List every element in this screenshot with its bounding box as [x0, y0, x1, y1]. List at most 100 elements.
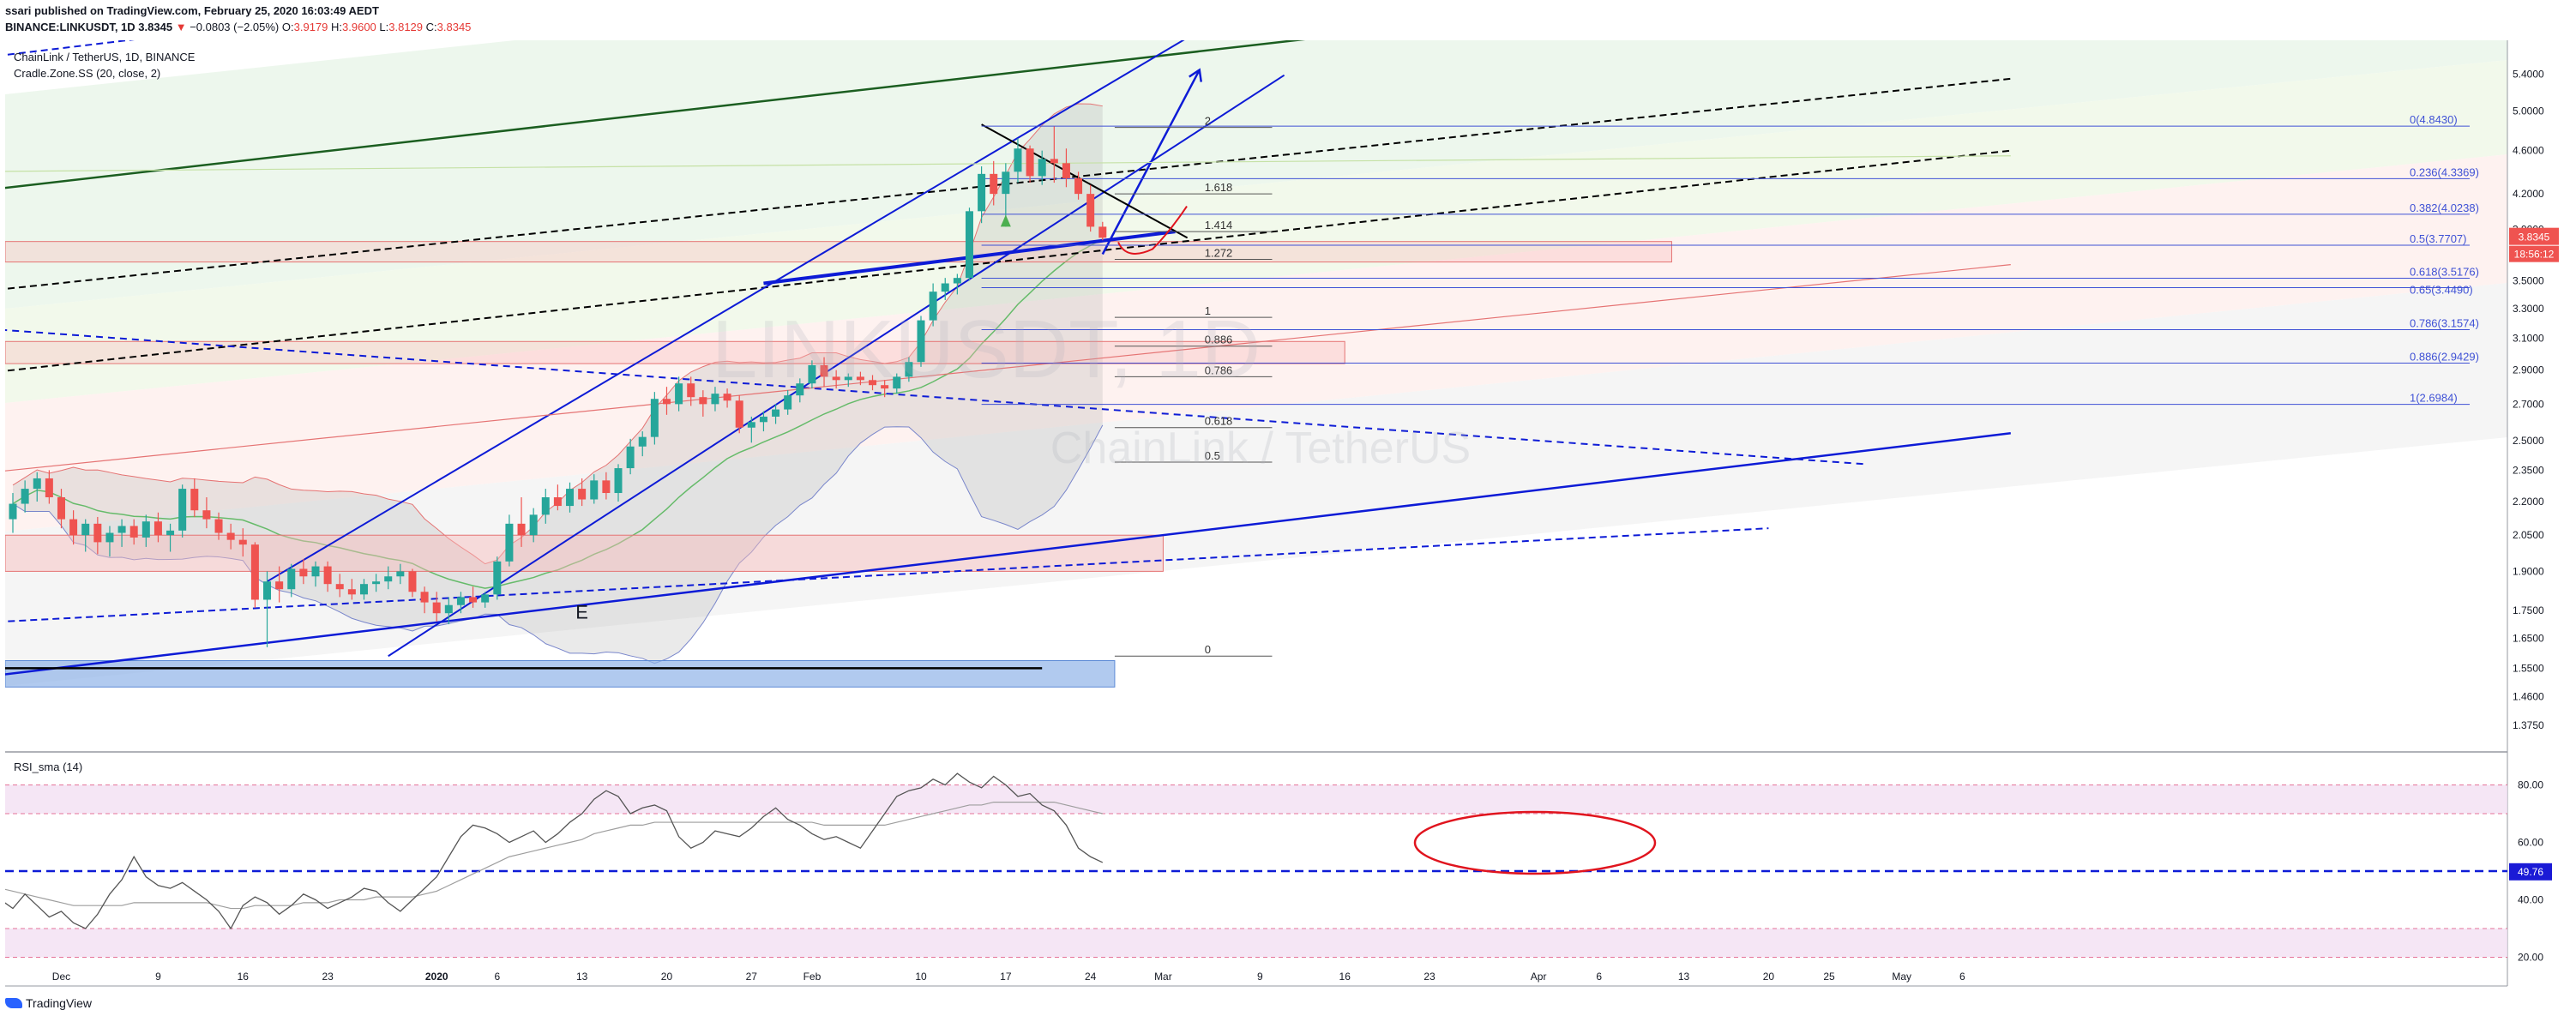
rsi-signal-line: [5, 801, 1103, 910]
watermark-name: ChainLink / TetherUS: [1050, 424, 1471, 473]
fib-retrace-label: 0.65(3.4490): [2410, 283, 2473, 296]
candle-body: [772, 409, 780, 417]
price-tick-label: 3.3000: [2513, 303, 2544, 315]
price-tick-label: 2.5000: [2513, 435, 2544, 447]
trendline-blue-dashed-low: [5, 527, 1769, 622]
fib-extension-label: 2: [1205, 115, 1211, 128]
time-tick-label: Dec: [52, 971, 70, 983]
candle-body: [166, 530, 175, 536]
watermark: LINKUSDT, 1D ChainLink / TetherUS: [712, 304, 1471, 473]
candle-body: [9, 503, 17, 520]
candle-body: [784, 395, 792, 410]
candle-body: [747, 422, 755, 428]
resistance-zone-upper: [5, 241, 1672, 263]
close-label: C:: [425, 21, 437, 33]
open-value: 3.9179: [293, 21, 328, 33]
candle-body: [1038, 159, 1046, 177]
candle-body: [335, 584, 344, 590]
fib-extension-label: 2.618: [1205, 21, 1233, 33]
price-tick-label: 3.1000: [2513, 333, 2544, 345]
resistance-zone-middle: [5, 340, 1345, 364]
candle-body: [905, 362, 913, 377]
candle-body: [893, 376, 901, 389]
time-axis[interactable]: Dec 9 16 23 2020 6 13 20 27 Feb 10 17 24 Mar 9 16 23 Apr 6…: [52, 971, 1965, 983]
candle-body: [481, 594, 490, 603]
symbol[interactable]: BINANCE:LINKUSDT, 1D: [5, 21, 135, 33]
candle-body: [214, 519, 223, 533]
fib-levels: 0(4.8430) 0.236(4.3369) 0.382(4.0238) 0.5(3…: [981, 21, 2479, 657]
price-axis[interactable]: 5.40005.00004.60004.20003.90003.50003.30…: [2513, 69, 2544, 731]
current-price-tag-bg: [2509, 227, 2559, 245]
time-tick-label: Mar: [1154, 971, 1172, 983]
candle-body: [57, 496, 65, 520]
rsi-legend[interactable]: RSI_sma (14): [14, 760, 83, 773]
candle-body: [529, 514, 538, 536]
candle-body: [759, 416, 767, 423]
rsi-value-tag-bg: [2509, 863, 2552, 881]
price-tick-label: 1.3750: [2513, 719, 2544, 731]
candle-body: [105, 532, 114, 543]
bollinger-lower: [12, 424, 1104, 664]
time-tick-label: 16: [1339, 971, 1351, 983]
tradingview-brand: TradingView: [26, 996, 93, 1010]
fib-retrace-label: 1(2.6984): [2410, 392, 2458, 405]
candle-body: [299, 568, 308, 577]
rsi-value-tag: 49.76: [2518, 866, 2543, 878]
candle-body: [190, 489, 199, 511]
ohlc-line: BINANCE:LINKUSDT, 1D 3.8345 ▼ −0.0803 (−…: [5, 21, 471, 33]
red-projection-curve: [1117, 205, 1188, 255]
last-price: 3.8345: [138, 21, 173, 33]
time-tick-label: 6: [1596, 971, 1602, 983]
rsi-tick-label: 40.00: [2518, 894, 2543, 906]
trendlines: [5, 40, 2011, 676]
candle-body: [638, 436, 647, 447]
fib-extension-label: 1.414: [1205, 219, 1233, 231]
bollinger-fill: [13, 103, 1103, 664]
time-tick-label: 6: [494, 971, 500, 983]
candle-body: [493, 561, 502, 595]
open-label: O:: [281, 21, 294, 33]
fib-retrace-label: 0.618(3.5176): [2410, 266, 2479, 279]
rsi-tick-label: 20.00: [2518, 952, 2543, 964]
rsi-red-ellipse: [1413, 810, 1657, 875]
close-value: 3.8345: [436, 21, 472, 33]
price-tick-label: 5.0000: [2513, 105, 2544, 117]
chart-legend-title[interactable]: ChainLink / TetherUS, 1D, BINANCE: [14, 51, 196, 63]
projection-arrow-head: [1189, 68, 1202, 82]
countdown-tag-bg: [2509, 245, 2559, 262]
high-value: 3.9600: [342, 21, 376, 33]
time-tick-label: 2020: [425, 971, 448, 983]
up-marker-icon: [1000, 214, 1011, 227]
rsi-axis[interactable]: 80.00 60.00 40.00 20.00: [2518, 779, 2543, 964]
candle-body: [432, 602, 441, 614]
candle-body: [384, 576, 393, 582]
time-tick-label: 6: [1959, 971, 1965, 983]
candle-body: [1062, 163, 1070, 178]
rsi-oversold-band: [5, 929, 2507, 958]
candle-body: [711, 394, 719, 405]
fib-retrace-label: 0(4.8430): [2410, 113, 2458, 126]
fib-retrace-label: 0.786(3.1574): [2410, 317, 2479, 330]
candle-body: [238, 539, 247, 545]
candle-body: [141, 521, 150, 538]
high-label: H:: [331, 21, 343, 33]
price-change: −0.0803 (−2.05%): [190, 21, 280, 33]
indicator-legend[interactable]: Cradle.Zone.SS (20, close, 2): [14, 67, 161, 80]
candle-body: [275, 581, 284, 590]
rsi-tick-label: 60.00: [2518, 837, 2543, 849]
candle-body: [323, 566, 332, 585]
grey-channel-zone: [5, 283, 2507, 686]
candle-body: [650, 399, 659, 437]
candle-body: [1074, 177, 1083, 195]
candle-body: [626, 446, 635, 469]
candle-body: [93, 523, 102, 543]
rsi-pane[interactable]: [0, 773, 2507, 958]
demand-zone: [5, 660, 1116, 688]
candle-body: [735, 400, 743, 428]
countdown-tag: 18:56:12: [2514, 249, 2555, 261]
candle-body: [444, 604, 453, 614]
candle-body: [81, 523, 90, 536]
tradingview-logo[interactable]: TradingView: [5, 996, 92, 1010]
candle-body: [614, 468, 623, 494]
